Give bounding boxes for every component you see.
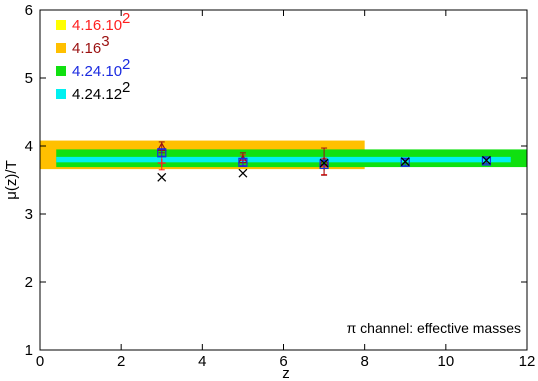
legend-entry-base: 4.24.12 — [72, 86, 122, 103]
legend-swatch-1 — [56, 43, 66, 53]
legend-entry-exponent: 2 — [122, 10, 130, 27]
plot-frame — [39, 9, 528, 351]
marker-x-b — [481, 155, 491, 165]
marker-x-b — [238, 168, 248, 178]
y-tick-label-4: 5 — [25, 70, 33, 87]
point-s3-2 — [319, 158, 329, 168]
marker-x-b — [157, 172, 167, 182]
legend-entry-exponent: 3 — [101, 33, 109, 50]
band-3 — [56, 156, 511, 163]
marker-square — [157, 148, 167, 158]
legend-entry-0: 4.16.102 — [72, 10, 130, 34]
legend-entry-base: 4.16.10 — [72, 17, 122, 34]
marker-square — [238, 157, 248, 167]
x-tick-label-1: 2 — [117, 353, 125, 370]
annotation: π channel: effective masses — [347, 320, 521, 336]
x-tick-label-3: 6 — [279, 353, 287, 370]
point-s2-0 — [157, 148, 167, 158]
x-tick-label-6: 12 — [519, 353, 536, 370]
points-layer — [156, 141, 492, 182]
x-tick-label-0: 0 — [36, 353, 44, 370]
marker-x-b — [319, 158, 329, 168]
x-tick-label-2: 4 — [198, 353, 206, 370]
y-tick-label-0: 1 — [25, 342, 33, 359]
x-tick-label-5: 10 — [437, 353, 454, 370]
y-tick-label-3: 4 — [25, 138, 33, 155]
legend-entry-1: 4.163 — [72, 33, 110, 57]
x-axis-label: z — [282, 365, 290, 381]
marker-x-b — [400, 157, 410, 167]
x-tick-label-4: 8 — [360, 353, 368, 370]
y-tick-label-5: 6 — [25, 2, 33, 19]
legend-entry-3: 4.24.122 — [72, 79, 130, 103]
legend-swatch-3 — [56, 89, 66, 99]
legend-swatch-2 — [56, 66, 66, 76]
legend-entry-base: 4.16 — [72, 40, 101, 57]
marker-square — [481, 156, 492, 166]
point-s3-4 — [481, 155, 491, 165]
point-s3-3 — [400, 157, 410, 167]
legend-entry-exponent: 2 — [122, 79, 130, 96]
y-axis-label: μ(z)/T — [3, 160, 20, 199]
marker-square — [400, 157, 410, 167]
point-s2-1 — [238, 157, 248, 167]
legend-entry-base: 4.24.10 — [72, 63, 122, 80]
bands-layer — [40, 140, 527, 170]
legend-entry-2: 4.24.102 — [72, 56, 130, 80]
point-s3-1 — [238, 168, 248, 178]
y-tick-label-1: 2 — [25, 274, 33, 291]
y-tick-label-2: 3 — [25, 206, 33, 223]
point-s3-0 — [157, 172, 167, 182]
legend-entry-exponent: 2 — [122, 56, 130, 73]
legend-swatch-0 — [56, 20, 66, 30]
marker-square — [319, 159, 329, 169]
